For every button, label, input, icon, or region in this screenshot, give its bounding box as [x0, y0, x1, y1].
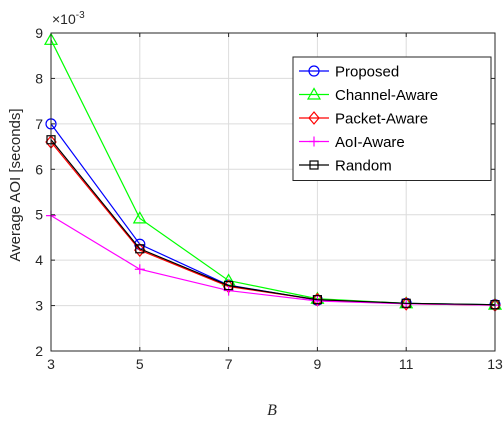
legend-label: Packet-Aware — [335, 111, 428, 128]
data-point-random — [135, 244, 145, 254]
legend-item-random: Random — [299, 158, 392, 175]
legend-item-aoi-aware: AoI-Aware — [299, 134, 405, 151]
series-random — [46, 135, 500, 310]
x-tick-label: 9 — [314, 356, 322, 372]
y-exponent-power: -3 — [76, 10, 85, 21]
data-point-channel-aware — [132, 211, 147, 224]
x-tick-label: 13 — [487, 356, 503, 372]
y-tick-label: 7 — [35, 116, 43, 132]
y-tick-label: 2 — [35, 343, 43, 359]
legend-marker-channel-aware — [306, 87, 322, 100]
legend-box — [292, 56, 492, 181]
x-tick-label: 7 — [225, 356, 233, 372]
legend-item-channel-aware: Channel-Aware — [299, 87, 438, 104]
legend: Proposed Channel-Aware Packet-Aware AoI-Awa… — [292, 56, 492, 181]
plot-frame — [50, 32, 496, 352]
y-axis-label: Average AOI [seconds] — [7, 108, 24, 261]
data-point-packet-aware — [134, 243, 146, 258]
y-exponent-label: ×10-3 — [52, 10, 85, 27]
series-line-random — [50, 139, 496, 306]
x-tick-label: 5 — [136, 356, 144, 372]
y-tick-label: 3 — [35, 298, 43, 314]
series-group — [43, 32, 503, 313]
data-point-random — [312, 295, 322, 305]
data-point-aoi-aware — [134, 264, 145, 275]
data-point-aoi-aware — [223, 285, 234, 296]
legend-label: Channel-Aware — [335, 87, 438, 104]
legend-marker-aoi-aware — [309, 136, 319, 147]
y-tick-label: 9 — [35, 25, 43, 41]
legend-item-packet-aware: Packet-Aware — [299, 111, 428, 128]
legend-item-proposed: Proposed — [299, 64, 399, 81]
y-tick-label: 8 — [35, 70, 43, 86]
legend-label: AoI-Aware — [335, 134, 405, 151]
legend-marker-random — [309, 160, 319, 170]
x-tick-label: 3 — [47, 356, 55, 372]
legend-label: Random — [335, 158, 392, 175]
data-point-packet-aware — [400, 296, 412, 311]
y-tick-label: 4 — [35, 252, 43, 268]
data-point-random — [401, 298, 411, 308]
x-axis-label: B — [267, 402, 277, 419]
legend-label: Proposed — [335, 64, 399, 81]
x-tick-label: 11 — [399, 356, 414, 372]
y-tick-label: 6 — [35, 161, 43, 177]
legend-marker-proposed — [308, 65, 320, 77]
data-point-random — [224, 280, 234, 291]
legend-marker-packet-aware — [308, 111, 320, 125]
data-point-aoi-aware — [312, 296, 323, 307]
y-tick-label: 5 — [35, 207, 43, 223]
